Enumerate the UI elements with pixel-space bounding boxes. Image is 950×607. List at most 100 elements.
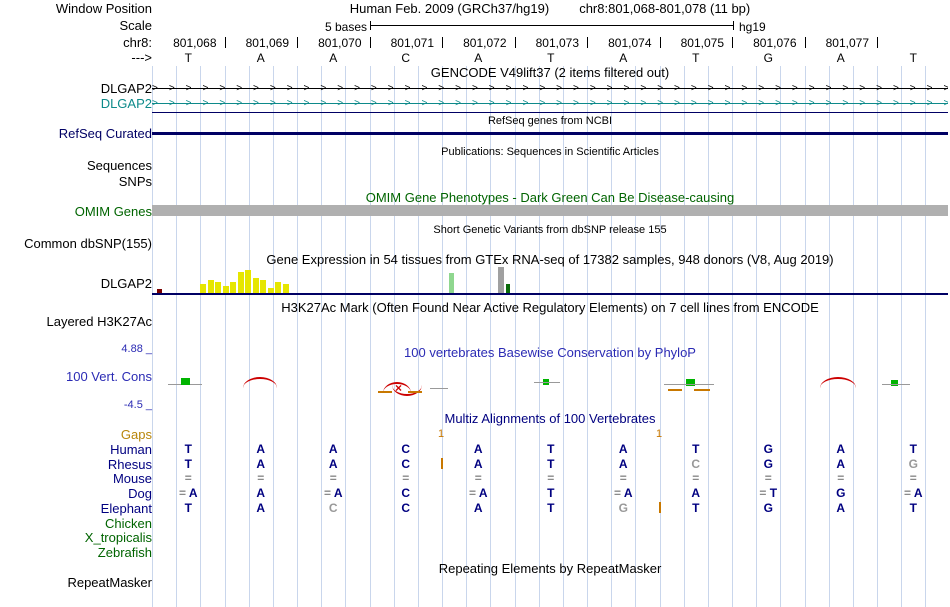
track-title-conservation[interactable]: 100 vertebrates Basewise Conservation by…	[404, 345, 696, 360]
guideline	[273, 66, 274, 607]
multiz-base: T	[909, 442, 917, 456]
track-label-snps[interactable]: SNPs	[118, 174, 152, 189]
track-label-gaps[interactable]: Gaps	[120, 427, 152, 442]
multiz-species-label[interactable]: Dog	[128, 486, 152, 501]
guideline	[635, 66, 636, 607]
guideline	[877, 66, 878, 607]
scale-label: Scale	[119, 18, 152, 33]
track-title-gencode[interactable]: GENCODE V49lift37 (2 items filtered out)	[430, 65, 670, 80]
gene-item-dlgap2-0[interactable]: >>>>>>>>>>>>>>>>>>>>>>>>>>>>>>>>>>>>>>>>…	[152, 82, 948, 95]
track-title-repeatmasker[interactable]: Repeating Elements by RepeatMasker	[438, 561, 662, 576]
multiz-species-label[interactable]: X_tropicalis	[84, 530, 152, 545]
ruler-position-label[interactable]: 801,077	[825, 36, 869, 50]
gtex-bar[interactable]	[157, 289, 162, 293]
gtex-bar[interactable]	[283, 284, 289, 293]
multiz-base: =	[547, 471, 555, 485]
multiz-base: G	[618, 501, 628, 515]
track-label-repeatmasker[interactable]: RepeatMasker	[67, 575, 152, 590]
track-title-gtex[interactable]: Gene Expression in 54 tissues from GTEx …	[266, 252, 834, 267]
ruler-position-label[interactable]: 801,071	[390, 36, 434, 50]
multiz-species-label[interactable]: Human	[110, 442, 152, 457]
multiz-species-label[interactable]: Zebrafish	[97, 545, 152, 560]
assembly-title: Human Feb. 2009 (GRCh37/hg19)	[349, 1, 550, 16]
multiz-base: C	[401, 486, 411, 500]
gtex-bar[interactable]	[253, 278, 259, 293]
track-label-dbsnp[interactable]: Common dbSNP(155)	[24, 236, 152, 251]
multiz-base: T	[692, 501, 700, 515]
conservation-mark-orange	[668, 389, 682, 391]
track-label-refseq-curated[interactable]: RefSeq Curated	[58, 126, 152, 141]
track-title-h3k27ac[interactable]: H3K27Ac Mark (Often Found Near Active Re…	[281, 300, 819, 315]
multiz-base: = A	[178, 486, 198, 500]
gtex-bar[interactable]	[260, 280, 266, 293]
base-letter: T	[547, 51, 555, 65]
conservation-mark-red	[820, 377, 856, 388]
gtex-bar[interactable]	[215, 282, 221, 293]
omim-gene-bar[interactable]	[152, 205, 948, 216]
track-title-publications[interactable]: Publications: Sequences in Scientific Ar…	[441, 146, 659, 158]
refseq-gene-line[interactable]	[152, 132, 948, 135]
track-title-refseq[interactable]: RefSeq genes from NCBI	[487, 115, 613, 127]
ruler-position-label[interactable]: 801,076	[753, 36, 797, 50]
track-title-omim[interactable]: OMIM Gene Phenotypes - Dark Green Can Be…	[365, 190, 735, 205]
ruler-position-label[interactable]: 801,073	[535, 36, 579, 50]
track-label-omim[interactable]: OMIM Genes	[74, 204, 152, 219]
multiz-base: T	[547, 486, 555, 500]
track-label-h3k27ac[interactable]: Layered H3K27Ac	[46, 314, 152, 329]
gtex-bar[interactable]	[449, 273, 454, 293]
track-label-sequences[interactable]: Sequences	[86, 158, 152, 173]
guideline	[853, 66, 854, 607]
guideline	[152, 66, 153, 607]
gtex-bar[interactable]	[268, 288, 274, 293]
gtex-bar[interactable]	[245, 270, 251, 293]
multiz-base: =	[474, 471, 482, 485]
track-label-dlgap2-2[interactable]: DLGAP2	[100, 96, 152, 111]
gtex-bar[interactable]	[200, 284, 206, 293]
guideline	[587, 66, 588, 607]
multiz-base: G	[908, 457, 918, 471]
ruler-position-label[interactable]: 801,072	[463, 36, 507, 50]
ruler-tick-mark	[297, 37, 298, 48]
conservation-mark-red	[392, 385, 422, 396]
multiz-base: = A	[468, 486, 488, 500]
track-label-gtex[interactable]: DLGAP2	[100, 276, 152, 291]
ruler-position-label[interactable]: 801,070	[318, 36, 362, 50]
track-label-dlgap2-1[interactable]: DLGAP2	[100, 81, 152, 96]
gtex-bar[interactable]	[223, 286, 229, 293]
gtex-bar[interactable]	[275, 282, 281, 293]
gtex-bar[interactable]	[230, 282, 236, 293]
ruler-tick-mark	[877, 37, 878, 48]
guideline	[321, 66, 322, 607]
conservation-baseline	[534, 382, 560, 383]
track-title-dbsnp[interactable]: Short Genetic Variants from dbSNP releas…	[433, 224, 667, 236]
ruler-position-label[interactable]: 801,068	[173, 36, 217, 50]
guideline	[225, 66, 226, 607]
multiz-base: C	[401, 457, 411, 471]
gtex-bar[interactable]	[506, 284, 510, 293]
ruler-position-label[interactable]: 801,069	[245, 36, 289, 50]
multiz-species-label[interactable]: Rhesus	[107, 457, 152, 472]
guideline	[901, 66, 902, 607]
ruler-position-label[interactable]: 801,074	[608, 36, 652, 50]
multiz-base: =	[619, 471, 627, 485]
ruler-position-label[interactable]: 801,075	[680, 36, 724, 50]
track-title-multiz[interactable]: Multiz Alignments of 100 Vertebrates	[444, 411, 656, 426]
multiz-base: =	[837, 471, 845, 485]
multiz-species-label[interactable]: Elephant	[100, 501, 152, 516]
track-label-conservation[interactable]: 100 Vert. Cons	[66, 369, 152, 384]
multiz-base: T	[909, 501, 917, 515]
guideline	[660, 66, 661, 607]
multiz-base: T	[547, 501, 555, 515]
ruler-tick-mark	[587, 37, 588, 48]
multiz-base: C	[691, 457, 701, 471]
ruler-tick-mark	[732, 37, 733, 48]
gap-count: 1	[438, 428, 445, 440]
gtex-bar[interactable]	[498, 267, 504, 293]
gene-item-dlgap2-1[interactable]: >>>>>>>>>>>>>>>>>>>>>>>>>>>>>>>>>>>>>>>>…	[152, 97, 948, 110]
gtex-bar[interactable]	[238, 272, 244, 293]
multiz-species-label[interactable]: Mouse	[112, 471, 152, 486]
gtex-bar[interactable]	[208, 280, 214, 293]
gene-line[interactable]	[152, 112, 948, 113]
guideline	[249, 66, 250, 607]
multiz-species-label[interactable]: Chicken	[105, 516, 152, 531]
